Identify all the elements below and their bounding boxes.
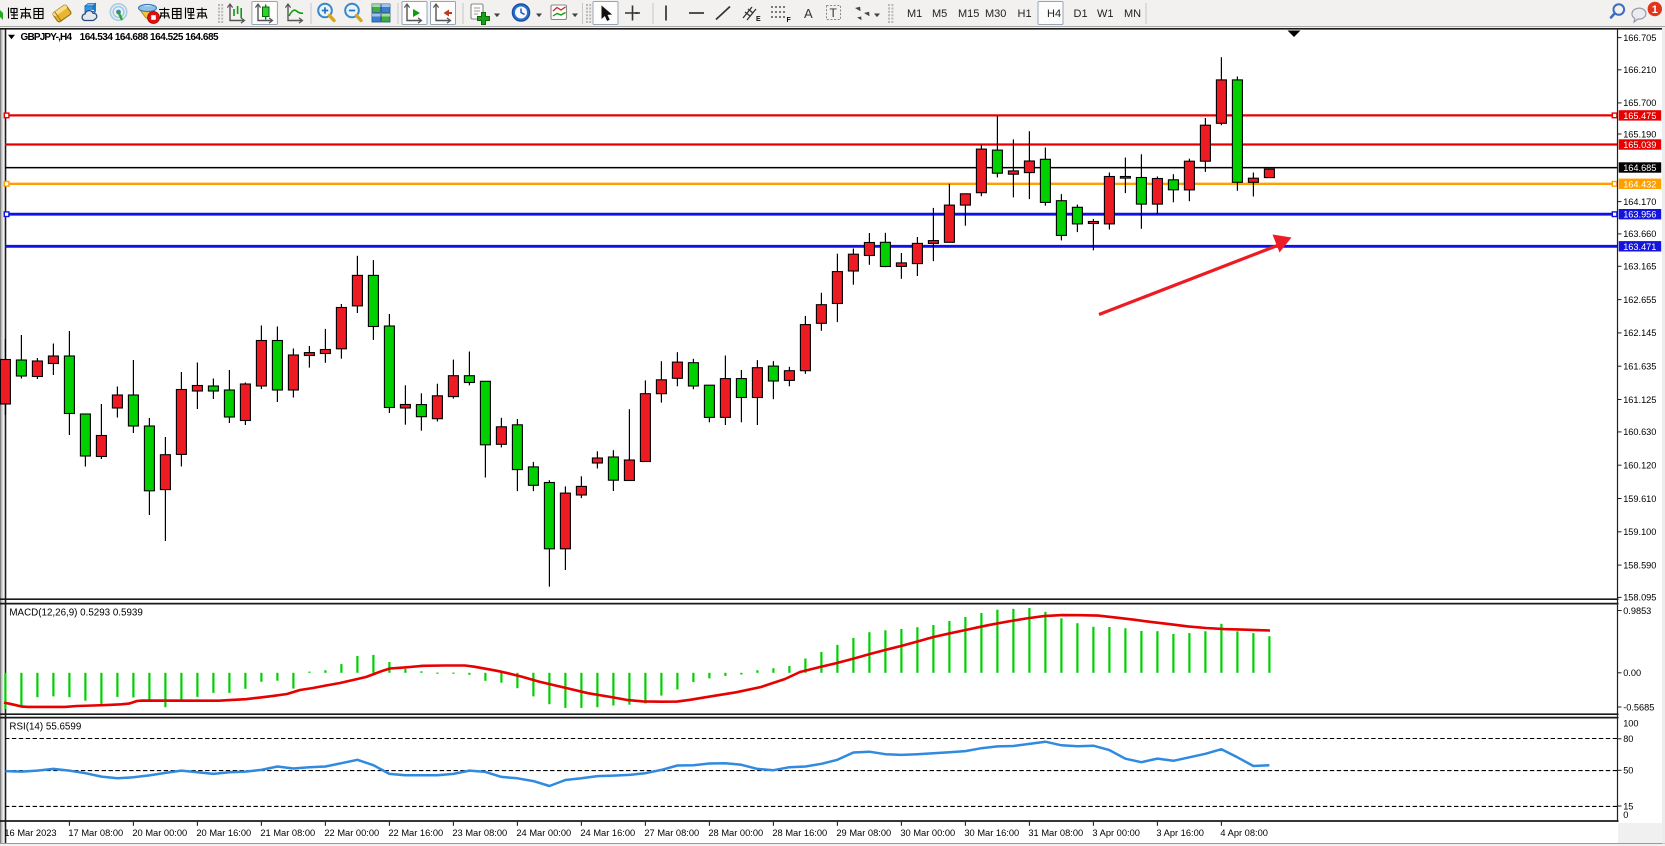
- svg-text:28 Mar 00:00: 28 Mar 00:00: [708, 828, 763, 838]
- svg-text:4 Apr 08:00: 4 Apr 08:00: [1220, 828, 1268, 838]
- svg-text:MN: MN: [1124, 8, 1141, 20]
- svg-text:24 Mar 16:00: 24 Mar 16:00: [580, 828, 635, 838]
- svg-text:22 Mar 16:00: 22 Mar 16:00: [388, 828, 443, 838]
- svg-text:H4: H4: [1047, 8, 1061, 20]
- svg-text:E: E: [756, 16, 761, 23]
- svg-text:163.956: 163.956: [1623, 210, 1656, 220]
- svg-text:165.475: 165.475: [1623, 111, 1656, 121]
- svg-text:30 Mar 16:00: 30 Mar 16:00: [964, 828, 1019, 838]
- svg-text:3 Apr 16:00: 3 Apr 16:00: [1156, 828, 1204, 838]
- svg-text:0: 0: [1623, 810, 1628, 820]
- svg-text:80: 80: [1623, 734, 1633, 744]
- svg-text:163.471: 163.471: [1623, 242, 1656, 252]
- svg-text:M30: M30: [985, 8, 1006, 20]
- svg-text:164.432: 164.432: [1623, 179, 1656, 189]
- svg-text:165.039: 165.039: [1623, 140, 1656, 150]
- svg-text:A: A: [804, 6, 813, 21]
- svg-text:23 Mar 08:00: 23 Mar 08:00: [452, 828, 507, 838]
- svg-text:31 Mar 08:00: 31 Mar 08:00: [1028, 828, 1083, 838]
- svg-text:F: F: [787, 17, 792, 24]
- svg-text:161.125: 161.125: [1623, 395, 1656, 405]
- svg-text:0.00: 0.00: [1623, 668, 1641, 678]
- svg-text:160.630: 160.630: [1623, 427, 1656, 437]
- svg-text:3 Apr 00:00: 3 Apr 00:00: [1092, 828, 1140, 838]
- svg-text:22 Mar 00:00: 22 Mar 00:00: [324, 828, 379, 838]
- svg-text:21 Mar 08:00: 21 Mar 08:00: [260, 828, 315, 838]
- svg-text:D1: D1: [1074, 8, 1088, 20]
- svg-text:M5: M5: [932, 8, 947, 20]
- svg-text:27 Mar 08:00: 27 Mar 08:00: [644, 828, 699, 838]
- svg-text:164.685: 164.685: [1623, 163, 1656, 173]
- svg-text:166.705: 166.705: [1623, 33, 1656, 43]
- svg-text:M1: M1: [907, 8, 922, 20]
- svg-text:1: 1: [1652, 4, 1658, 16]
- svg-text:MACD(12,26,9) 0.5293 0.5939: MACD(12,26,9) 0.5293 0.5939: [9, 608, 142, 619]
- svg-text:RSI(14) 55.6599: RSI(14) 55.6599: [9, 722, 81, 733]
- svg-text:T: T: [830, 6, 838, 20]
- svg-text:16 Mar 2023: 16 Mar 2023: [4, 828, 56, 838]
- svg-text:24 Mar 00:00: 24 Mar 00:00: [516, 828, 571, 838]
- svg-text:158.590: 158.590: [1623, 560, 1656, 570]
- svg-text:159.610: 159.610: [1623, 494, 1656, 504]
- svg-text:30 Mar 00:00: 30 Mar 00:00: [900, 828, 955, 838]
- svg-text:17 Mar 08:00: 17 Mar 08:00: [68, 828, 123, 838]
- svg-text:158.095: 158.095: [1623, 593, 1656, 603]
- svg-text:100: 100: [1623, 719, 1638, 729]
- svg-text:H1: H1: [1018, 8, 1032, 20]
- svg-text:GBPJPY-,H4: GBPJPY-,H4: [21, 32, 73, 43]
- svg-text:50: 50: [1623, 766, 1633, 776]
- svg-text:159.100: 159.100: [1623, 527, 1656, 537]
- svg-text:161.635: 161.635: [1623, 362, 1656, 372]
- svg-text:166.210: 166.210: [1623, 65, 1656, 75]
- svg-text:163.165: 163.165: [1623, 262, 1656, 272]
- svg-text:0.9853: 0.9853: [1623, 606, 1651, 616]
- svg-text:162.145: 162.145: [1623, 328, 1656, 338]
- svg-text:15: 15: [1623, 801, 1633, 811]
- svg-text:-0.5685: -0.5685: [1623, 702, 1654, 712]
- svg-text:M15: M15: [958, 8, 979, 20]
- svg-text:164.534 164.688 164.525 164.68: 164.534 164.688 164.525 164.685: [80, 32, 219, 43]
- svg-text:20 Mar 00:00: 20 Mar 00:00: [132, 828, 187, 838]
- svg-text:162.655: 162.655: [1623, 295, 1656, 305]
- svg-text:164.170: 164.170: [1623, 197, 1656, 207]
- svg-text:29 Mar 08:00: 29 Mar 08:00: [836, 828, 891, 838]
- svg-text:20 Mar 16:00: 20 Mar 16:00: [196, 828, 251, 838]
- svg-text:28 Mar 16:00: 28 Mar 16:00: [772, 828, 827, 838]
- svg-text:W1: W1: [1097, 8, 1114, 20]
- svg-text:160.120: 160.120: [1623, 461, 1656, 471]
- svg-text:165.190: 165.190: [1623, 129, 1656, 139]
- svg-text:163.660: 163.660: [1623, 229, 1656, 239]
- svg-text:165.700: 165.700: [1623, 98, 1656, 108]
